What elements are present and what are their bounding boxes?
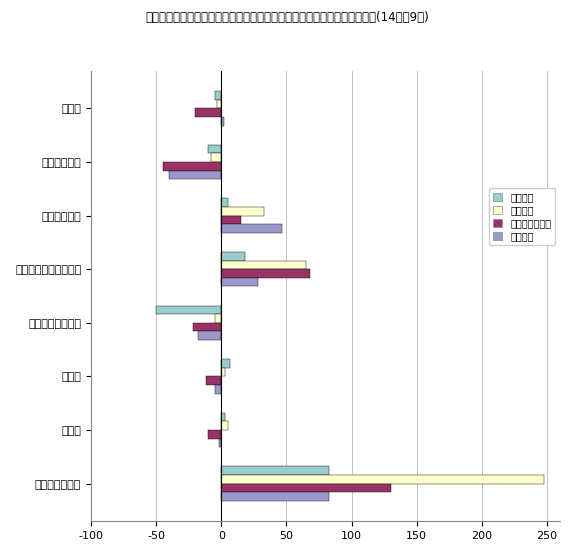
Bar (221, 224, 282, 233)
Bar (221, 421, 228, 430)
Bar (195, 108, 221, 117)
Bar (218, 439, 221, 447)
Bar (206, 376, 221, 385)
Bar (193, 323, 221, 331)
Bar (221, 368, 225, 376)
Text: 図－１９　業態別事業所数、従業者数、年間商品販売額、売場面積増減率(14年／9年): 図－１９ 業態別事業所数、従業者数、年間商品販売額、売場面積増減率(14年／9年… (145, 11, 430, 24)
Bar (163, 162, 221, 171)
Bar (221, 252, 245, 261)
Bar (221, 198, 228, 207)
Bar (217, 100, 221, 108)
Bar (221, 117, 224, 126)
Bar (221, 492, 329, 501)
Bar (169, 171, 221, 179)
Bar (221, 484, 390, 492)
Bar (198, 331, 221, 340)
Bar (214, 385, 221, 394)
Legend: 事業所数, 従業者数, 年間商品販売額, 売場面積: 事業所数, 従業者数, 年間商品販売額, 売場面積 (489, 188, 555, 245)
Bar (221, 207, 264, 216)
Bar (221, 466, 329, 475)
Bar (214, 314, 221, 323)
Bar (221, 269, 310, 278)
Bar (156, 306, 221, 314)
Bar (211, 153, 221, 162)
Bar (214, 91, 221, 100)
Bar (221, 278, 258, 286)
Bar (208, 145, 221, 153)
Bar (221, 475, 545, 484)
Bar (221, 261, 306, 269)
Bar (208, 430, 221, 439)
Bar (221, 216, 241, 224)
Bar (221, 359, 231, 368)
Bar (221, 413, 225, 421)
